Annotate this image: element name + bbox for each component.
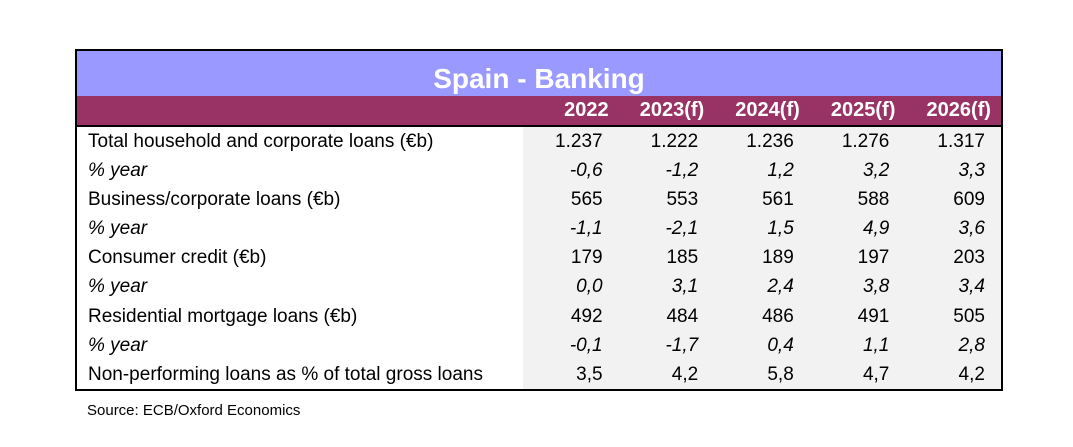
value-cell: 3,3 — [905, 156, 1001, 186]
table-row: Consumer credit (€b) 179 185 189 197 203 — [77, 243, 1001, 273]
value-cell: 2,4 — [714, 272, 810, 302]
value-cell: 5,8 — [714, 359, 810, 389]
value-cell: -2,1 — [618, 214, 715, 244]
value-cell: 3,1 — [618, 272, 715, 302]
table-row: Residential mortgage loans (€b) 492 484 486… — [77, 301, 1001, 331]
value-cell: 3,6 — [905, 214, 1001, 244]
value-cell: -1,7 — [618, 330, 715, 360]
value-cell: 491 — [809, 301, 906, 331]
column-header: 2024(f) — [735, 99, 800, 121]
value-cell: 553 — [618, 185, 715, 215]
column-header: 2025(f) — [830, 99, 896, 121]
column-header: 2023(f) — [639, 99, 705, 121]
value-cell: 1.237 — [523, 127, 619, 157]
value-cell: 1.276 — [809, 127, 906, 157]
table-row: % year 0,0 3,1 2,4 3,8 3,4 — [77, 272, 1001, 302]
table-row: % year -1,1 -2,1 1,5 4,9 3,6 — [77, 214, 1001, 244]
row-label: % year — [88, 218, 148, 240]
table-row: % year -0,1 -1,7 0,4 1,1 2,8 — [77, 330, 1001, 360]
value-cell: 203 — [905, 243, 1001, 273]
value-cell: 492 — [523, 301, 619, 331]
header-row: 2022 2023(f) 2024(f) 2025(f) 2026(f) — [77, 96, 1001, 127]
value-cell: 179 — [523, 243, 619, 273]
value-cell: 185 — [618, 243, 715, 273]
table-body: Total household and corporate loans (€b)… — [77, 127, 1001, 389]
table-row: Business/corporate loans (€b) 565 553 561 58… — [77, 185, 1001, 215]
value-cell: 486 — [714, 301, 810, 331]
source-note: Source: ECB/Oxford Economics — [87, 402, 301, 419]
value-cell: 4,9 — [809, 214, 906, 244]
table-row: Non-performing loans as % of total gross… — [77, 359, 1001, 389]
value-cell: 189 — [714, 243, 810, 273]
value-cell: -0,1 — [523, 330, 619, 360]
value-cell: 1.222 — [618, 127, 715, 157]
table-row: % year -0,6 -1,2 1,2 3,2 3,3 — [77, 156, 1001, 186]
value-cell: 3,8 — [809, 272, 906, 302]
value-cell: 3,4 — [905, 272, 1001, 302]
row-label: Consumer credit (€b) — [88, 247, 267, 269]
value-cell: 3,2 — [809, 156, 906, 186]
row-label: Business/corporate loans (€b) — [88, 189, 341, 211]
row-label: % year — [88, 160, 148, 182]
value-cell: 1.236 — [714, 127, 810, 157]
row-label: Residential mortgage loans (€b) — [88, 305, 358, 327]
value-cell: -1,1 — [523, 214, 619, 244]
value-cell: 2,8 — [905, 330, 1001, 360]
column-header: 2022 — [564, 99, 609, 121]
value-cell: 609 — [905, 185, 1001, 215]
column-header: 2026(f) — [926, 99, 991, 121]
value-cell: 197 — [809, 243, 906, 273]
banking-table: Spain - Banking 2022 2023(f) 2024(f) 202… — [75, 49, 1003, 391]
value-cell: 561 — [714, 185, 810, 215]
value-cell: 1,1 — [809, 330, 906, 360]
value-cell: 4,2 — [905, 359, 1001, 389]
table-title: Spain - Banking — [77, 51, 1001, 96]
value-cell: 1,2 — [714, 156, 810, 186]
table-row: Total household and corporate loans (€b)… — [77, 127, 1001, 157]
value-cell: 4,7 — [809, 359, 906, 389]
value-cell: 1,5 — [714, 214, 810, 244]
row-label: Non-performing loans as % of total gross… — [88, 363, 483, 385]
value-cell: 484 — [618, 301, 715, 331]
row-label: Total household and corporate loans (€b) — [88, 131, 434, 152]
value-cell: 588 — [809, 185, 906, 215]
header-label-cell — [77, 96, 523, 125]
value-cell: 565 — [523, 185, 619, 215]
value-cell: 505 — [905, 301, 1001, 331]
value-cell: -1,2 — [618, 156, 715, 186]
row-label: % year — [88, 334, 148, 356]
value-cell: 0,0 — [523, 272, 619, 302]
value-cell: 1.317 — [905, 127, 1001, 157]
value-cell: 0,4 — [714, 330, 810, 360]
value-cell: -0,6 — [523, 156, 619, 186]
value-cell: 4,2 — [618, 359, 715, 389]
row-label: % year — [88, 276, 148, 298]
value-cell: 3,5 — [523, 359, 619, 389]
